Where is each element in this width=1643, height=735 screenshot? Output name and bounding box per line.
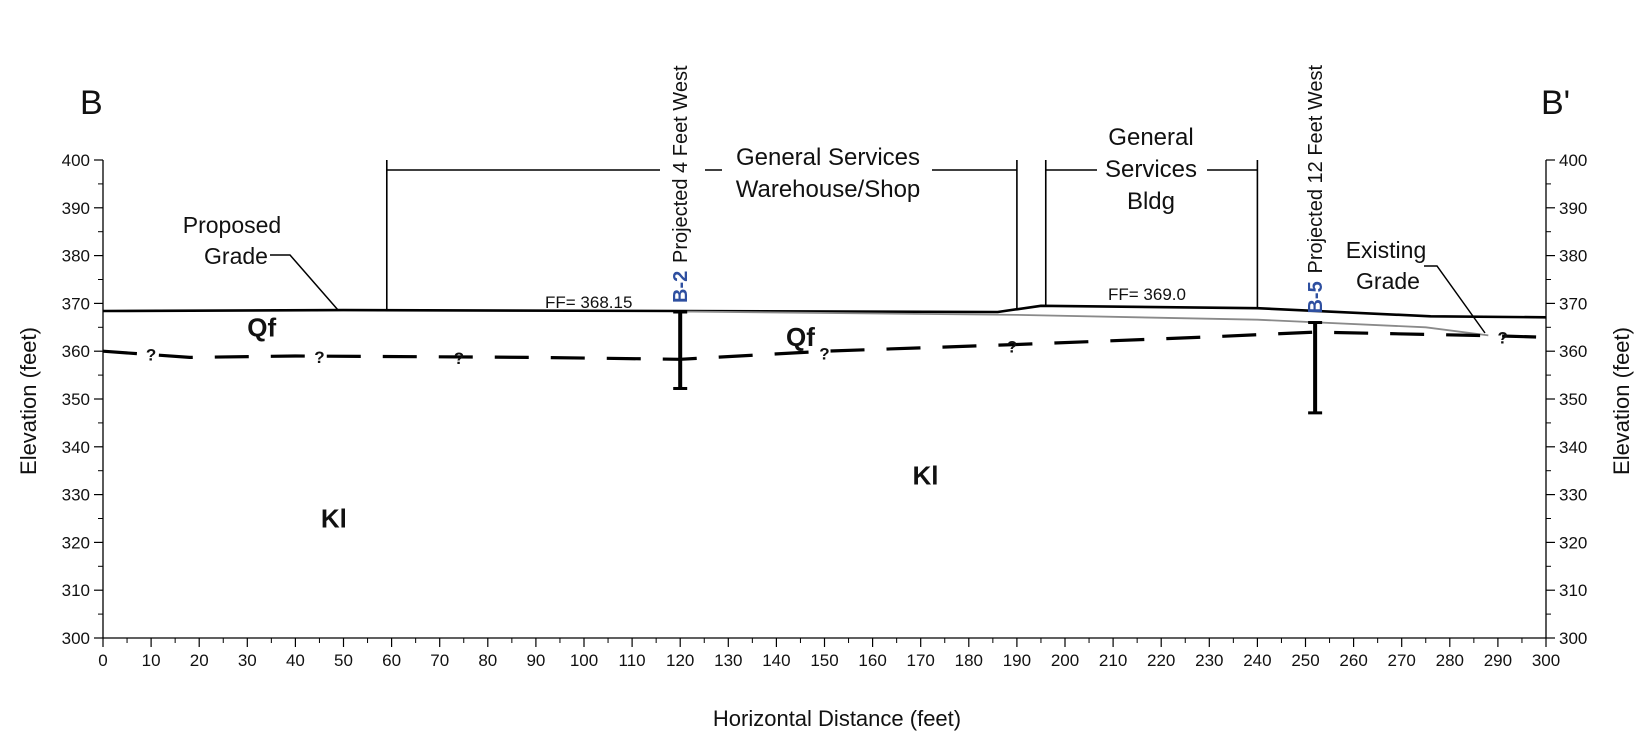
y-tick-label-left: 320 — [62, 533, 90, 552]
x-tick-label: 0 — [98, 651, 107, 670]
x-tick-label: 100 — [570, 651, 598, 670]
admin-bldg-label-line1: General — [1108, 124, 1193, 151]
x-tick-label: 80 — [478, 651, 497, 670]
admin-bldg-label-line3: Bldg — [1127, 188, 1175, 215]
x-tick-label: 290 — [1484, 651, 1512, 670]
boring-note-label: Projected 4 Feet West — [670, 65, 692, 263]
x-tick-label: 150 — [810, 651, 838, 670]
y-tick-label-left: 370 — [62, 294, 90, 313]
x-tick-label: 220 — [1147, 651, 1175, 670]
geologic-unit-label: Kl — [321, 504, 347, 534]
x-tick-label: 300 — [1532, 651, 1560, 670]
section-end-label: B' — [1541, 84, 1570, 122]
y-tick-label-right: 330 — [1559, 486, 1587, 505]
y-tick-label-left: 380 — [62, 247, 90, 266]
section-start-label: B — [80, 84, 103, 122]
building-footprints: General Services Warehouse/Shop FF= 368.15… — [385, 124, 1259, 312]
y-tick-label-left: 310 — [62, 581, 90, 600]
x-tick-label: 50 — [334, 651, 353, 670]
x-tick-label: 40 — [286, 651, 305, 670]
proposed-grade-label-line1: Proposed — [183, 212, 281, 238]
geologic-unit-label: Qf — [786, 322, 815, 352]
y-tick-label-right: 380 — [1559, 247, 1587, 266]
x-tick-label: 280 — [1436, 651, 1464, 670]
x-tick-label: 260 — [1339, 651, 1367, 670]
admin-bldg-label-line2: Services — [1105, 156, 1197, 183]
x-tick-label: 70 — [430, 651, 449, 670]
existing-grade-line — [680, 310, 1489, 337]
y-tick-label-left: 330 — [62, 486, 90, 505]
contact-query-mark: ? — [1007, 337, 1017, 356]
x-tick-label: 30 — [238, 651, 257, 670]
existing-grade-leader — [1424, 265, 1486, 334]
y-tick-label-right: 320 — [1559, 533, 1587, 552]
geologic-unit-label: Qf — [247, 312, 276, 342]
boring-id-label: B-5 — [1305, 281, 1327, 313]
warehouse-label-line1: General Services — [736, 144, 920, 171]
x-tick-label: 60 — [382, 651, 401, 670]
x-tick-label: 160 — [858, 651, 886, 670]
grade-labels: Proposed Grade Existing Grade — [183, 212, 1486, 334]
x-tick-label: 180 — [955, 651, 983, 670]
x-tick-label: 240 — [1243, 651, 1271, 670]
x-tick-label: 230 — [1195, 651, 1223, 670]
geologic-units: Qf Qf Kl Kl — [247, 312, 938, 533]
y-tick-label-left: 300 — [62, 629, 90, 648]
x-tick-label: 10 — [142, 651, 161, 670]
contact-query-mark: ? — [454, 349, 464, 368]
x-tick-label: 170 — [907, 651, 935, 670]
existing-grade-label-line2: Grade — [1356, 268, 1420, 294]
x-axis-title: Horizontal Distance (feet) — [713, 706, 961, 731]
x-tick-label: 200 — [1051, 651, 1079, 670]
x-tick-label: 110 — [619, 651, 646, 670]
y-tick-label-left: 340 — [62, 438, 90, 457]
contact-query-mark: ? — [314, 348, 324, 367]
y-tick-label-right: 360 — [1559, 342, 1587, 361]
boring-label: B-5 Projected 12 Feet West — [1305, 64, 1327, 313]
y-axis-title-right: Elevation (feet) — [1609, 327, 1634, 475]
x-tick-label: 130 — [714, 651, 742, 670]
profile-lines: ?????? — [102, 304, 1547, 368]
y-tick-label-left: 360 — [62, 342, 90, 361]
borings: B-2 Projected 4 Feet West B-5 Projected 12 … — [670, 64, 1327, 415]
x-tick-label: 90 — [526, 651, 545, 670]
contact-query-mark: ? — [146, 346, 156, 365]
x-tick-label: 250 — [1291, 651, 1319, 670]
y-tick-label-right: 340 — [1559, 438, 1587, 457]
warehouse-label-line2: Warehouse/Shop — [736, 176, 921, 203]
admin-bldg-ff-label: FF= 369.0 — [1108, 285, 1186, 304]
x-tick-label: 120 — [666, 651, 694, 670]
y-tick-label-right: 300 — [1559, 629, 1587, 648]
warehouse-ff-label: FF= 368.15 — [545, 293, 632, 312]
y-tick-label-right: 310 — [1559, 581, 1587, 600]
x-tick-label: 20 — [190, 651, 209, 670]
proposed-grade-label-line2: Grade — [204, 243, 268, 269]
y-tick-label-right: 390 — [1559, 199, 1587, 218]
y-tick-label-left: 350 — [62, 390, 90, 409]
existing-grade-label-line1: Existing — [1346, 237, 1427, 263]
proposed-grade-leader — [270, 254, 339, 311]
x-tick-label: 210 — [1099, 651, 1127, 670]
geologic-unit-label: Kl — [913, 460, 939, 490]
y-tick-label-right: 350 — [1559, 390, 1587, 409]
boring-label: B-2 Projected 4 Feet West — [670, 65, 692, 303]
x-tick-label: 190 — [1003, 651, 1031, 670]
proposed-grade-line — [102, 304, 1547, 319]
boring-note-label: Projected 12 Feet West — [1305, 64, 1327, 273]
x-tick-label: 270 — [1388, 651, 1416, 670]
y-tick-label-left: 400 — [62, 151, 90, 170]
y-tick-label-left: 390 — [62, 199, 90, 218]
x-tick-label: 140 — [762, 651, 790, 670]
y-axis-title-left: Elevation (feet) — [16, 327, 41, 475]
y-tick-label-right: 400 — [1559, 151, 1587, 170]
contact-query-mark: ? — [1498, 328, 1508, 347]
boring-id-label: B-2 — [670, 271, 692, 303]
y-tick-label-right: 370 — [1559, 294, 1587, 313]
contact-query-mark: ? — [819, 345, 829, 364]
